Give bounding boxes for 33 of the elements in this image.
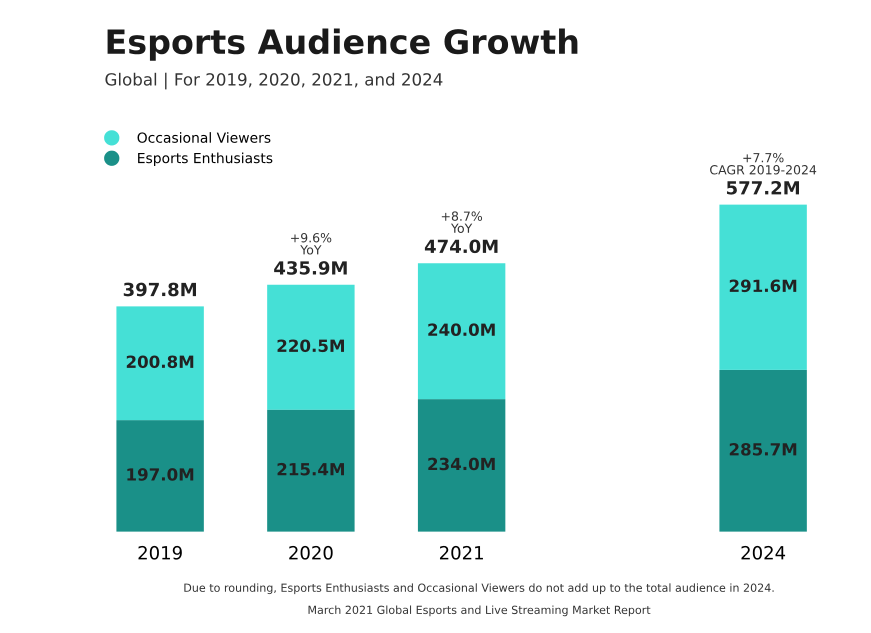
legend-label: Occasional Viewers [138,132,270,143]
legend-label: Esports Enthusiasts [138,152,272,166]
x-tick-label: 2021 [440,546,483,560]
bar [267,284,355,410]
data-label: 234.0M [428,458,495,470]
x-tick-label: 2019 [138,546,182,560]
annotation: +8.7% YoY [442,211,482,233]
data-label: 215.4M [278,462,344,476]
bar [418,263,506,400]
text: Due to rounding, Esports Enthusiasts and Occasional Viewers do not add up to the total audience in 2024. [184,583,774,594]
total-label: 397.8M [124,282,196,296]
chart-title: Esports Audience Growth [108,28,578,61]
bar [719,204,807,370]
total-label: 435.9M [274,261,347,275]
annotation: +7.7% CAGR 2019-2024 [710,152,816,175]
chart-subtitle: Global | For 2019, 2020, 2021, and 2024 [105,72,442,90]
bar [418,399,506,532]
data-label: 285.7M [730,443,796,456]
total-label: 577.2M [726,180,800,195]
bar [267,410,355,532]
bar [719,370,807,532]
data-label: 197.0M [127,468,194,481]
data-label: 200.8M [126,355,194,368]
bar [116,306,204,420]
annotation: +9.6% YoY [291,233,332,255]
x-tick-label: 2024 [741,546,786,560]
total-label: 474.0M [424,239,498,254]
text: March 2021 Global Esports and Live Streaming Market Report [308,605,650,616]
x-tick-label: 2020 [289,546,333,560]
data-label: 220.5M [278,339,344,352]
bar [116,420,204,532]
data-label: 291.6M [730,279,796,292]
data-label: 240.0M [428,323,495,336]
